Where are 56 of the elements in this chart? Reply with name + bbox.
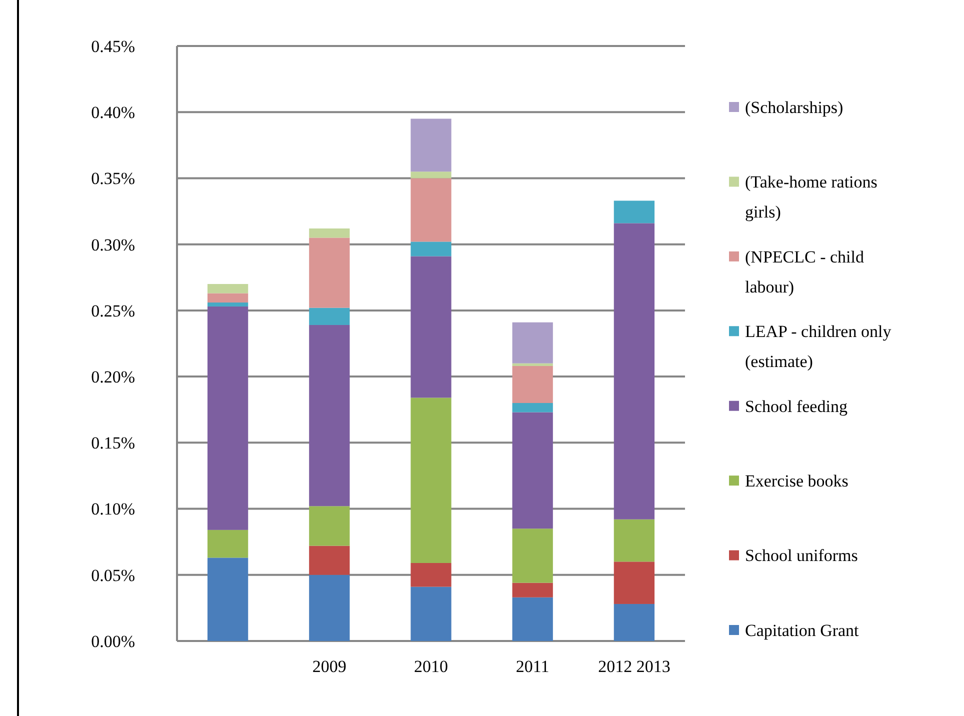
bar [410,172,452,178]
bar [614,562,655,604]
bar [512,403,553,412]
bar [512,366,553,403]
bar [207,293,248,303]
bar [309,574,350,641]
bar [410,242,452,256]
y-tick-label: 0.00% [91,632,135,651]
legend-label: Exercise books [745,472,848,491]
bar [512,582,553,598]
bar [309,324,350,506]
legend-label: (Scholarships) [745,98,844,117]
legend-label: Capitation Grant [745,620,860,640]
bar [207,284,248,294]
bar [410,118,452,172]
y-tick-label: 0.35% [91,169,135,188]
bar [207,302,248,306]
bar [207,306,248,530]
bar [410,562,452,587]
bar [614,519,655,562]
x-tick-label: 2012 2013 [598,657,670,676]
bar [410,178,452,242]
bar [614,200,655,224]
y-tick-label: 0.40% [91,103,135,122]
bar [410,586,452,641]
legend-label: School feeding [745,396,848,416]
bar [512,363,553,366]
bar [410,256,452,398]
bar [207,530,248,558]
bar [410,398,452,563]
bar [614,223,655,520]
bar [614,604,655,641]
bar [309,238,350,308]
bar [309,308,350,325]
y-tick-label: 0.10% [91,500,135,519]
y-tick-label: 0.25% [91,301,135,320]
y-tick-label: 0.15% [91,434,135,453]
legend-label: (Take-home rations girls) [745,172,878,222]
legend-label: LEAP - children only (estimate) [745,322,892,372]
bar [512,528,553,583]
bar [309,546,350,575]
x-tick-label: 2010 [414,657,448,676]
x-tick-label: 2011 [516,657,550,676]
bar [512,597,553,641]
legend-label: (NPECLC - child labour) [745,247,864,296]
bar [207,558,248,641]
y-tick-label: 0.20% [91,368,135,387]
bar [309,228,350,238]
y-tick-label: 0.30% [91,235,135,254]
y-tick-label: 0.05% [91,566,135,585]
y-tick-label: 0.45% [91,36,135,56]
legend-label: School uniforms [745,546,858,566]
x-tick-label: 2009 [312,657,346,676]
bar [309,506,350,546]
bar [512,322,553,364]
bar [512,412,553,529]
